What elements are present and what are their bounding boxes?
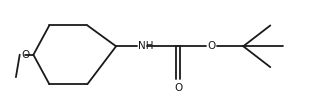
Text: NH: NH	[138, 41, 154, 51]
Text: O: O	[21, 50, 30, 60]
Text: O: O	[174, 83, 182, 93]
Text: O: O	[207, 41, 216, 51]
